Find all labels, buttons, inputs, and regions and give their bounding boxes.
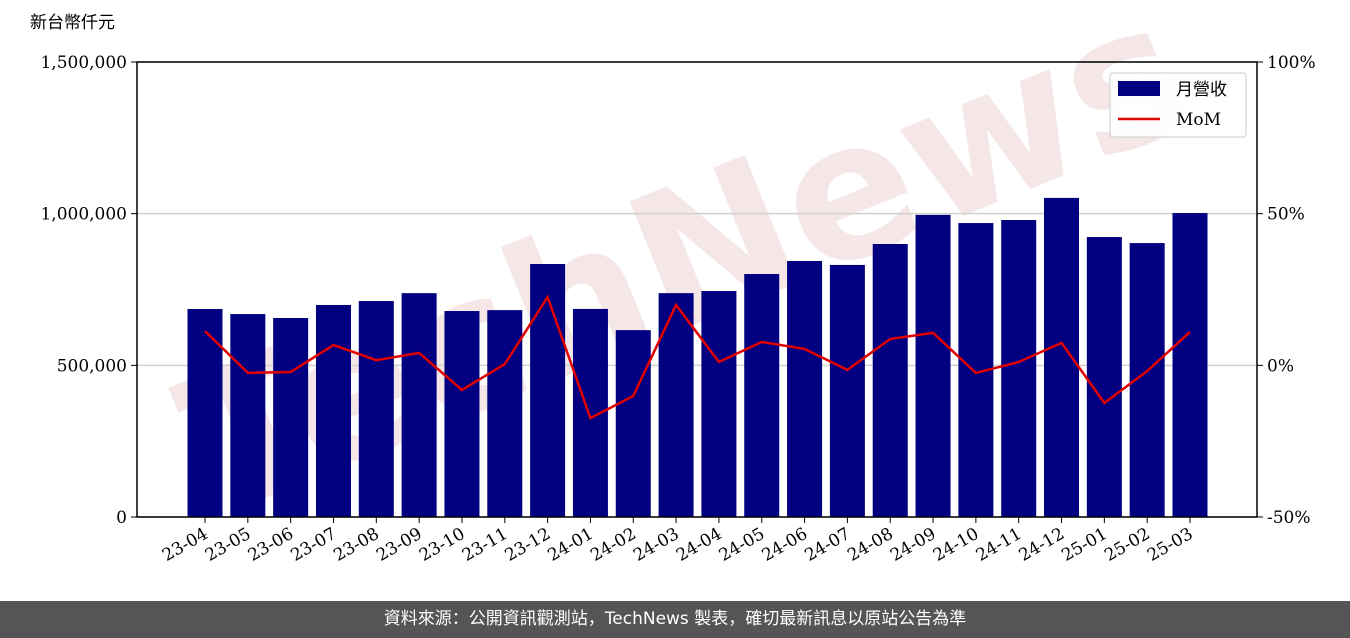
y2-tick-label: 100% [1267,53,1316,73]
bar [915,214,951,517]
bar [658,293,694,517]
x-tick-label: 23-09 [373,524,425,566]
chart: 新台幣仟元 TechNews 0500,0001,000,0001,500,00… [30,0,1316,566]
line [204,294,1191,420]
bar [444,311,480,517]
bar [701,291,737,517]
bar [615,330,651,517]
legend-swatch [1118,81,1160,96]
y2-tick-label: 0% [1267,356,1294,376]
y-tick-label: 1,000,000 [40,205,127,225]
x-tick-label: 24-11 [973,524,1025,566]
bar [273,318,309,517]
x-tick-label: 24-09 [887,524,939,566]
x-tick-label: 24-02 [587,524,639,566]
bar [230,314,266,517]
x-tick-label: 24-12 [1016,524,1068,566]
x-tick-label: 24-04 [673,524,725,566]
x-tick-label: 23-04 [159,524,211,566]
x-tick-label: 24-08 [844,524,896,566]
bar [829,264,865,517]
footer: 資料來源：公開資訊觀測站，TechNews 製表，確切最新訊息以原站公告為準 [0,601,1350,638]
bar [872,244,908,517]
x-tick-label: 23-08 [330,524,382,566]
x-tick-label: 24-01 [544,524,596,566]
x-tick-label: 23-11 [459,524,511,566]
plot-frame [136,61,1258,518]
bar [401,293,437,517]
y-tick-label: 0 [116,508,127,528]
x-tick-label: 24-07 [801,524,853,566]
x-tick-label: 25-01 [1058,524,1110,566]
bar [187,309,223,517]
x-tick-label: 24-05 [716,524,768,566]
x-tick-label: 23-10 [416,524,468,566]
y-tick-label: 1,500,000 [40,53,127,73]
x-tick-label: 23-12 [502,524,554,566]
x-tick-label: 24-03 [630,524,682,566]
x-tick-label: 25-02 [1101,524,1153,566]
legend-label: MoM [1176,110,1221,130]
bar [530,264,566,517]
bar [487,310,523,517]
y-axis-label: 新台幣仟元 [30,13,115,33]
bar [787,260,823,517]
bar [1086,237,1122,518]
x-tick-label: 24-10 [930,524,982,566]
bar [1001,220,1037,517]
x-tick-label: 25-03 [1144,524,1196,566]
y-tick-label: 500,000 [57,356,127,376]
y2-tick-label: -50% [1267,508,1311,528]
bar [1172,213,1208,517]
legend-label: 月營收 [1176,80,1227,100]
bar [744,274,780,517]
y2-tick-label: 50% [1267,205,1305,225]
bar [358,301,394,517]
x-tick-label: 24-06 [759,524,811,566]
bar [315,304,351,517]
bar [1044,197,1080,518]
